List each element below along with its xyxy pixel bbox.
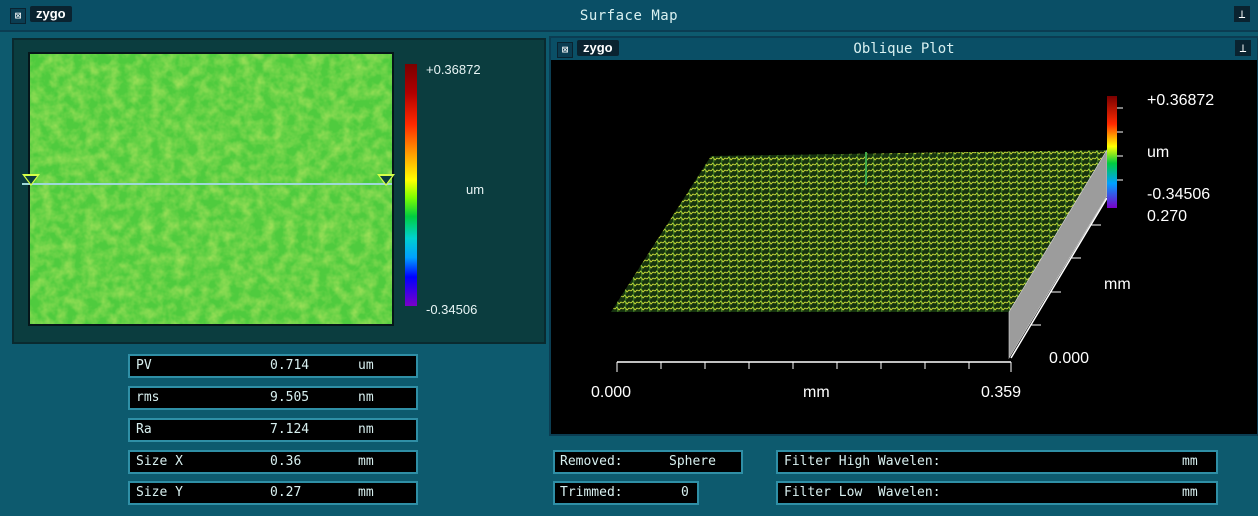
stat-pv: PV 0.714 um <box>128 354 418 378</box>
oblique-surface-plot[interactable] <box>551 60 1257 430</box>
filter-high-label: Filter High Wavelen: <box>784 454 941 469</box>
trimmed-field: Trimmed: 0 <box>553 481 699 505</box>
filter-low-unit: mm <box>1182 485 1198 500</box>
oblique-pin-icon[interactable]: ⟂ <box>1235 40 1251 56</box>
profile-end-marker[interactable] <box>377 174 395 186</box>
surface-mesh <box>611 150 1107 312</box>
filter-high-unit: mm <box>1182 454 1198 469</box>
y-axis-unit-label: mm <box>1104 276 1131 293</box>
color-scale-bar <box>405 64 417 306</box>
trimmed-label: Trimmed: <box>560 485 623 500</box>
removed-value: Sphere <box>669 454 716 469</box>
oblique-title-bar: Oblique Plot <box>551 38 1257 60</box>
stat-label: rms <box>136 390 160 405</box>
stat-value: 0.714 <box>270 358 310 373</box>
oblique-menu-icon[interactable]: ⊠ <box>557 42 573 58</box>
oblique-color-scale-bar <box>1107 96 1117 208</box>
stat-value: 7.124 <box>270 422 310 437</box>
stat-label: Size Y <box>136 485 183 500</box>
x-axis-max-label: 0.359 <box>981 384 1022 401</box>
title-bar: ⊠ zygo Surface Map ⟂ <box>0 0 1258 32</box>
stat-ra: Ra 7.124 nm <box>128 418 418 442</box>
x-axis-unit-label: mm <box>803 384 830 401</box>
removed-label: Removed: <box>560 454 623 469</box>
filter-low-field: Filter Low Wavelen: mm <box>776 481 1218 505</box>
stat-unit: nm <box>358 390 374 405</box>
oblique-colorbar-unit: um <box>1147 144 1170 161</box>
stat-value: 0.36 <box>270 454 302 469</box>
oblique-title: Oblique Plot <box>853 41 955 57</box>
removed-field: Removed: Sphere <box>553 450 743 474</box>
stat-size-y: Size Y 0.27 mm <box>128 481 418 505</box>
window-title: Surface Map <box>579 8 679 24</box>
stat-label: Ra <box>136 422 152 437</box>
oblique-colorbar-max: +0.36872 <box>1147 92 1215 109</box>
oblique-colorbar-min: -0.34506 <box>1147 186 1211 203</box>
stat-unit: nm <box>358 422 374 437</box>
filter-low-label: Filter Low Wavelen: <box>784 485 941 500</box>
surface-texture <box>30 54 392 324</box>
stat-unit: mm <box>358 454 374 469</box>
stat-unit: mm <box>358 485 374 500</box>
stat-unit: um <box>358 358 374 373</box>
surface-map-image[interactable] <box>28 52 394 326</box>
oblique-plot-window: Oblique Plot ⊠ zygo ⟂ <box>549 36 1258 436</box>
y-axis-min-label: 0.000 <box>1049 350 1090 367</box>
zygo-logo: zygo <box>30 6 72 22</box>
trimmed-value: 0 <box>681 485 689 500</box>
stat-label: Size X <box>136 454 183 469</box>
stat-value: 0.27 <box>270 485 302 500</box>
window-menu-icon[interactable]: ⊠ <box>10 8 26 24</box>
stat-size-x: Size X 0.36 mm <box>128 450 418 474</box>
x-axis-min-label: 0.000 <box>591 384 632 401</box>
zygo-logo: zygo <box>577 40 619 56</box>
colorbar-min-label: -0.34506 <box>426 302 478 317</box>
y-axis-max-label: 0.270 <box>1147 208 1188 225</box>
colorbar-unit-label: um <box>466 182 485 197</box>
stat-value: 9.505 <box>270 390 310 405</box>
stat-label: PV <box>136 358 152 373</box>
profile-start-marker[interactable] <box>22 174 40 186</box>
pin-icon[interactable]: ⟂ <box>1234 6 1250 22</box>
colorbar-max-label: +0.36872 <box>426 62 481 77</box>
profile-line[interactable] <box>22 183 392 185</box>
filter-high-field: Filter High Wavelen: mm <box>776 450 1218 474</box>
stat-rms: rms 9.505 nm <box>128 386 418 410</box>
